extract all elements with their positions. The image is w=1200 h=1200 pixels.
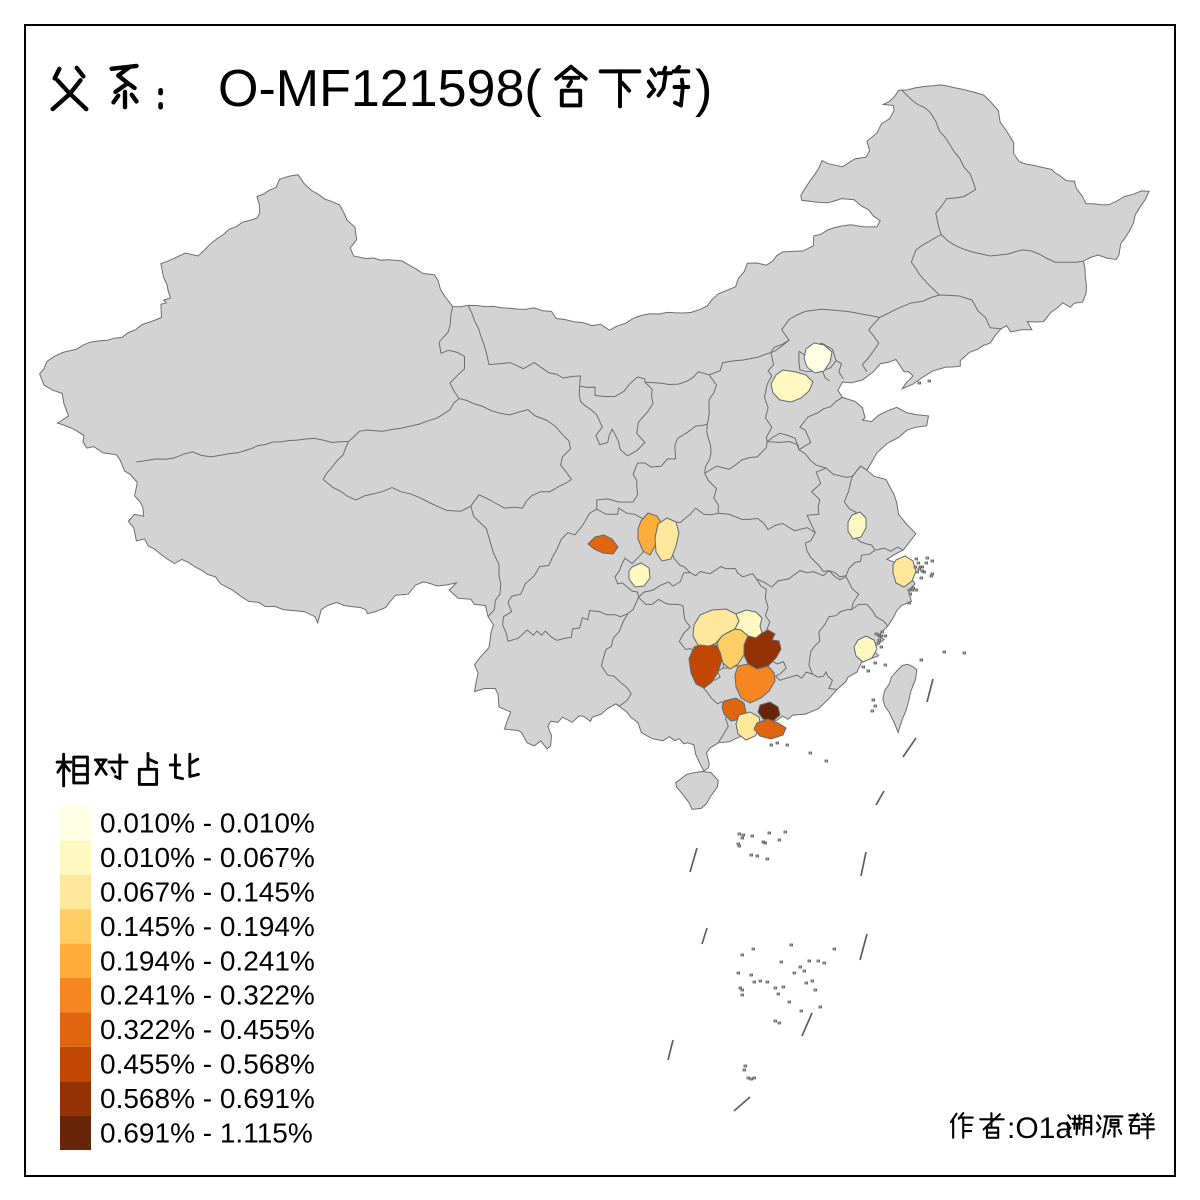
- svg-text:): ): [695, 60, 712, 118]
- svg-text:O-MF121598(: O-MF121598(: [218, 60, 542, 118]
- svg-text:0.322% - 0.455%: 0.322% - 0.455%: [100, 1014, 315, 1045]
- svg-text::O1a: :O1a: [1007, 1112, 1072, 1145]
- svg-text:0.691% - 1.115%: 0.691% - 1.115%: [100, 1117, 313, 1148]
- svg-text:0.241% - 0.322%: 0.241% - 0.322%: [100, 980, 315, 1011]
- svg-text:0.010% - 0.010%: 0.010% - 0.010%: [100, 808, 315, 839]
- svg-text:0.455% - 0.568%: 0.455% - 0.568%: [100, 1049, 315, 1080]
- svg-text:0.067% - 0.145%: 0.067% - 0.145%: [100, 877, 315, 908]
- svg-text:0.010% - 0.067%: 0.010% - 0.067%: [100, 842, 315, 873]
- svg-text:0.145% - 0.194%: 0.145% - 0.194%: [100, 911, 315, 942]
- svg-text:0.194% - 0.241%: 0.194% - 0.241%: [100, 945, 315, 976]
- svg-text:0.568% - 0.691%: 0.568% - 0.691%: [100, 1083, 315, 1114]
